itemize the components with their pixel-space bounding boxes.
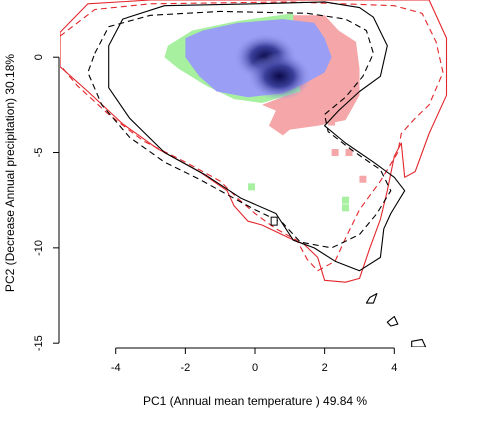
cell-5 (359, 175, 367, 183)
y-axis: 0 -5 -10 -15 (33, 54, 60, 351)
isolated-cells (248, 118, 367, 212)
cell-4 (345, 149, 353, 157)
density-peak-1 (247, 52, 312, 101)
y-tick-label--15: -15 (33, 335, 45, 351)
marker-box (270, 216, 278, 226)
contour-small-island (365, 293, 378, 304)
y-tick-label-0: 0 (33, 54, 45, 60)
cell-0 (248, 183, 256, 191)
cell-2 (342, 204, 350, 212)
cell-6 (328, 118, 336, 126)
y-tick-label--5: -5 (33, 148, 45, 158)
contour-invaded-environment-100- (108, 1, 406, 272)
y-axis-title: PC2 (Decrease Annual precipitation) 30.1… (3, 54, 17, 292)
cell-3 (331, 149, 339, 157)
contour-invaded-environment-50- (87, 10, 392, 249)
x-tick-label-4: 4 (391, 362, 397, 374)
contour-small-island-2 (386, 315, 399, 327)
x-tick-label-2: 2 (322, 362, 328, 374)
y-tick-label--10: -10 (33, 240, 45, 256)
contour-small-island-3 (411, 338, 427, 347)
x-tick-label-0: 0 (252, 362, 258, 374)
x-tick-label--4: -4 (111, 362, 121, 374)
x-axis-title: PC1 (Annual mean temperature ) 49.84 % (143, 394, 367, 408)
density-peaks (233, 33, 312, 101)
x-tick-label--2: -2 (180, 362, 190, 374)
cell-1 (342, 196, 350, 204)
contour-native-environment-50- (60, 1, 444, 272)
marker-box (270, 216, 278, 226)
plot-area (60, 0, 448, 347)
x-axis: -4 -2 0 2 4 (111, 347, 397, 374)
environment-contours (60, 0, 448, 347)
contour-native-environment-100- (60, 0, 448, 283)
